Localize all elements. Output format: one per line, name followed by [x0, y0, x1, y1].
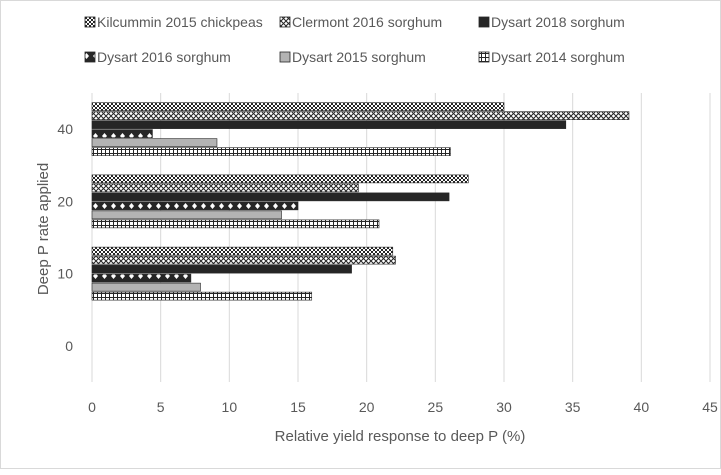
x-tick-label-10: 10 [222, 399, 238, 415]
x-axis-label: Relative yield response to deep P (%) [275, 428, 526, 445]
bar-dysart-2016-sorghum-rate-40 [91, 129, 153, 138]
x-tick-label-25: 25 [428, 399, 444, 415]
bar-dysart-2014-sorghum-rate-10 [91, 291, 313, 301]
legend-swatch-dysart-2018-sorghum [478, 16, 490, 28]
bar-dysart-2014-sorghum-rate-40 [91, 147, 451, 156]
y-tick-labels: 0 10 20 40 [57, 121, 73, 354]
x-tick-label-30: 30 [496, 399, 512, 415]
legend-swatch-dysart-2015-sorghum [279, 51, 291, 63]
bar-dysart-2015-sorghum-rate-10 [91, 282, 201, 292]
y-axis-label: Deep P rate applied [35, 163, 52, 295]
y-tick-label-40: 40 [57, 121, 73, 137]
bar-dysart-2016-sorghum-rate-10 [91, 273, 192, 283]
bar-clermont-2016-sorghum-rate-10 [91, 255, 396, 265]
bar-kilcummin-2015-chickpeas-rate-40 [91, 102, 505, 111]
x-tick-label-15: 15 [290, 399, 306, 415]
x-tick-label-5: 5 [157, 399, 165, 415]
x-tick-label-20: 20 [359, 399, 375, 415]
x-tick-label-35: 35 [565, 399, 581, 415]
legend-label-dysart-2015-sorghum: Dysart 2015 sorghum [292, 49, 426, 65]
bar-dysart-2015-sorghum-rate-40 [91, 138, 218, 147]
x-tick-label-0: 0 [88, 399, 96, 415]
legend-swatch-clermont-2016-sorghum [279, 16, 291, 28]
y-tick-label-20: 20 [57, 193, 73, 209]
bar-clermont-2016-sorghum-rate-20 [91, 183, 359, 193]
y-tick-label-0: 0 [65, 338, 73, 354]
legend-label-kilcummin-2015-chickpeas: Kilcummin 2015 chickpeas [97, 14, 263, 30]
legend-swatch-dysart-2014-sorghum [478, 51, 490, 63]
bar-dysart-2018-sorghum-rate-10 [91, 264, 352, 274]
legend-label-dysart-2016-sorghum: Dysart 2016 sorghum [97, 49, 231, 65]
legend-swatch-kilcummin-2015-chickpeas [84, 16, 96, 28]
x-tick-labels: 0 5 10 15 20 25 30 35 40 45 [88, 399, 718, 415]
legend-label-dysart-2018-sorghum: Dysart 2018 sorghum [491, 14, 625, 30]
bar-dysart-2018-sorghum-rate-20 [91, 192, 450, 202]
y-tick-label-10: 10 [57, 266, 73, 282]
bar-dysart-2016-sorghum-rate-20 [91, 201, 299, 211]
legend-label-clermont-2016-sorghum: Clermont 2016 sorghum [292, 14, 442, 30]
bar-kilcummin-2015-chickpeas-rate-10 [91, 246, 394, 256]
legend: Kilcummin 2015 chickpeas Clermont 2016 so… [84, 14, 625, 65]
bar-dysart-2015-sorghum-rate-20 [91, 210, 282, 220]
gridlines [91, 93, 711, 382]
bars [91, 102, 630, 301]
bar-dysart-2014-sorghum-rate-20 [91, 219, 380, 229]
x-tick-label-45: 45 [702, 399, 718, 415]
bar-dysart-2018-sorghum-rate-40 [91, 120, 567, 129]
legend-swatch-dysart-2016-sorghum [84, 51, 96, 63]
bar-clermont-2016-sorghum-rate-40 [91, 111, 630, 120]
bar-kilcummin-2015-chickpeas-rate-20 [91, 174, 469, 184]
legend-label-dysart-2014-sorghum: Dysart 2014 sorghum [491, 49, 625, 65]
x-tick-label-40: 40 [634, 399, 650, 415]
